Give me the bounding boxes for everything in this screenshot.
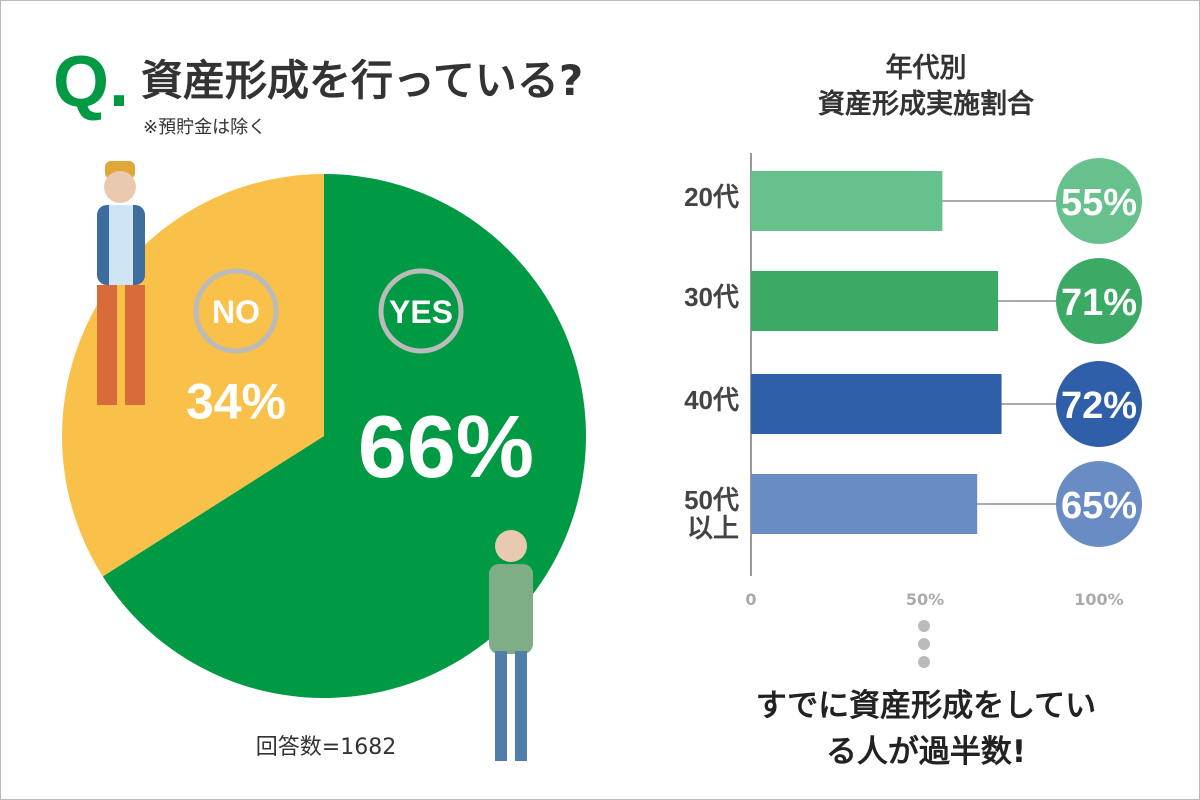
figure-leg: [97, 285, 117, 405]
conclusion: すでに資産形成をしている人が過半数!: [755, 688, 1097, 770]
dot: [918, 638, 930, 650]
label-ring: [193, 268, 279, 354]
question-mark: Q.: [53, 42, 130, 122]
bar-value-label: 71%: [1061, 282, 1137, 324]
figure-shirt: [109, 205, 133, 285]
pie-category: YES: [389, 294, 453, 330]
bar-value-label: 72%: [1061, 385, 1137, 427]
pie-slice: [102, 174, 587, 698]
figure-leg: [515, 651, 527, 761]
value-badge: [1056, 158, 1142, 244]
figure-head: [495, 530, 527, 562]
page-title: 資産形成を行っている?: [141, 56, 584, 105]
x-tick-label: 100%: [1074, 590, 1123, 609]
x-tick-label: 50%: [906, 590, 944, 609]
bar-value-label: 65%: [1061, 485, 1137, 527]
bar: [751, 171, 943, 231]
value-badge: [1056, 258, 1142, 344]
label-ring: [378, 268, 464, 354]
dot: [918, 656, 930, 668]
bar: [751, 474, 978, 534]
figure-head: [104, 171, 136, 203]
pie-value-label: 34%: [186, 374, 286, 430]
category-label: 40代: [684, 385, 739, 415]
pie-category: NO: [212, 294, 260, 330]
bar: [751, 271, 999, 331]
pie-footnote: 回答数=1682: [255, 735, 397, 760]
figure-body: [489, 564, 533, 654]
figure-leg: [125, 285, 145, 405]
category-label: 20代: [684, 182, 739, 212]
bar-value-label: 55%: [1061, 182, 1137, 224]
bar-title-line: 年代別: [885, 53, 967, 84]
bar-title: 年代別 資産形成実施割合: [761, 51, 1091, 123]
bar: [751, 374, 1002, 434]
bar-title-line: 資産形成実施割合: [818, 89, 1034, 120]
value-badge: [1056, 361, 1142, 447]
figure-leg: [495, 651, 507, 761]
pie-value-label: 66%: [358, 397, 534, 496]
category-label: 50代以上: [684, 485, 739, 543]
value-badge: [1056, 461, 1142, 547]
note: ※預貯金は除く: [143, 117, 267, 138]
x-tick-label: 0: [745, 590, 756, 609]
dot: [918, 620, 930, 632]
category-label: 30代: [684, 282, 739, 312]
